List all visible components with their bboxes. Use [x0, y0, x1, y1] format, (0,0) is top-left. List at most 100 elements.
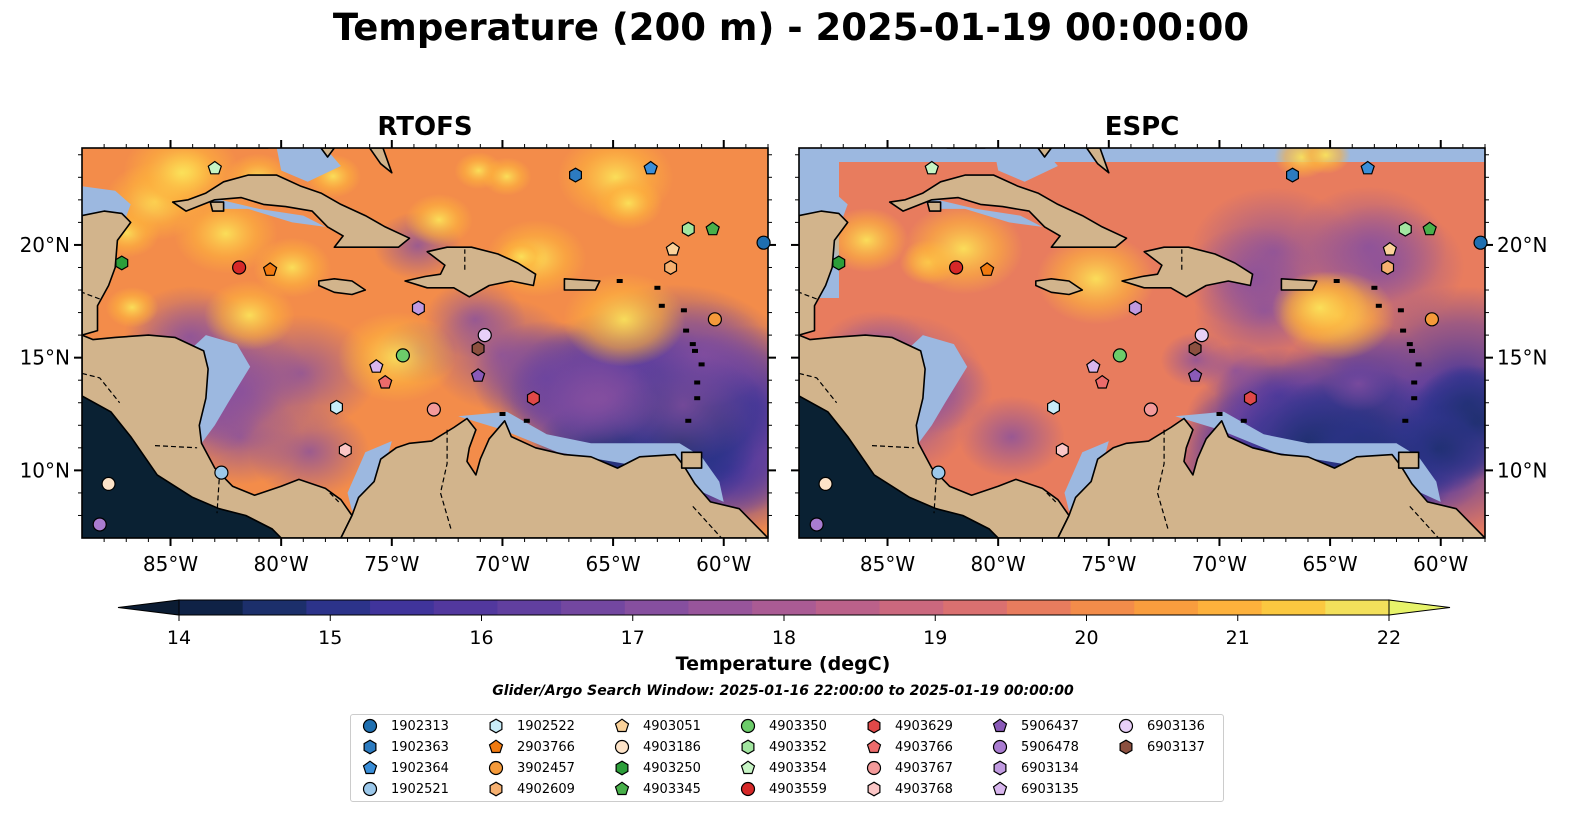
temperature-eddy: [904, 203, 1023, 295]
land-bahamas2: [368, 148, 393, 174]
legend-label: 6903136: [1147, 718, 1205, 734]
legend-marker: [993, 760, 1007, 776]
colorbar-swatch: [624, 600, 690, 615]
hexagon-icon: [489, 718, 503, 734]
pentagon-icon: [488, 739, 504, 754]
colorbar-swatch: [497, 600, 562, 615]
island: [680, 308, 687, 313]
float-marker-4902609: [664, 260, 678, 275]
land-puertoRico: [1280, 277, 1318, 291]
land-yucatan: [82, 210, 132, 336]
shelf-bahamasBank: [993, 148, 1058, 182]
float-marker-3902457: [1424, 312, 1439, 327]
float-marker-1902363: [568, 167, 583, 183]
float-marker-6903135: [1086, 359, 1101, 373]
colorbar-tick-label: 15: [318, 627, 342, 649]
lat-tick-label: 10°N: [1497, 458, 1547, 482]
country-border: [216, 479, 220, 514]
legend-marker: [867, 781, 881, 797]
island: [1333, 279, 1340, 283]
legend-item-4903766: 4903766: [863, 737, 953, 757]
map-panel-rtofs: 85°W 80°W 75°W 70°W 65°W 60°W 10°N 15°N 20°N: [20, 140, 776, 576]
map-frame: [81, 147, 769, 539]
legend-marker: [489, 781, 503, 797]
country-border: [933, 479, 937, 514]
colorbar-swatch: [1197, 600, 1263, 615]
float-marker-3902457: [707, 312, 722, 327]
circle-icon: [866, 760, 882, 776]
legend-label: 4903051: [643, 718, 701, 734]
land-trinidad: [680, 451, 703, 469]
colorbar-swatch: [306, 600, 371, 615]
lon-tick-label: 75°W: [364, 552, 419, 576]
lat-tick-label: 10°N: [20, 458, 70, 482]
float-marker-4903186: [101, 476, 116, 491]
land-isleYouth: [209, 201, 225, 212]
land-trinidad: [1397, 451, 1420, 469]
island: [654, 285, 661, 290]
legend-item-5906478: 5906478: [989, 737, 1079, 757]
temperature-eddy: [482, 157, 532, 196]
colorbar-over-arrow: [1388, 599, 1451, 616]
shelf-cubaSouth: [918, 195, 1043, 227]
lon-tick-label: 65°W: [1302, 552, 1357, 576]
island: [1397, 308, 1404, 313]
float-marker-4903250: [115, 255, 129, 271]
legend-label: 1902521: [391, 781, 449, 797]
legend-marker: [615, 760, 629, 776]
float-marker-6903137: [471, 341, 485, 357]
float-marker-6903136: [477, 328, 492, 343]
colorbar-swatch: [242, 600, 307, 615]
pentagon-icon: [614, 781, 630, 796]
land-yucatan: [799, 210, 849, 336]
lon-tick-label: 85°W: [143, 552, 198, 576]
country-border: [692, 505, 722, 538]
legend-label: 4903768: [895, 781, 953, 797]
island: [1371, 285, 1378, 290]
map-frame: [798, 147, 1486, 539]
legend-item-4903250: 4903250: [611, 758, 701, 778]
island: [1402, 418, 1409, 423]
pentagon-icon: [866, 739, 882, 754]
temperature-eddy: [105, 287, 159, 328]
legend-item-4903186: 4903186: [611, 737, 701, 757]
legend-item-4903345: 4903345: [611, 779, 701, 799]
lat-tick-label: 15°N: [1497, 346, 1547, 370]
legend-item-1902521: 1902521: [359, 779, 449, 799]
colorbar-swatch: [1070, 600, 1135, 615]
float-marker-4902609: [1381, 260, 1395, 275]
colorbar-swatch: [1261, 600, 1326, 615]
country-border: [329, 492, 340, 503]
land-centralAmerica: [82, 334, 353, 538]
legend-marker: [363, 739, 377, 755]
country-border: [439, 429, 453, 532]
circle-icon: [614, 739, 630, 755]
lon-tick-label: 80°W: [971, 552, 1026, 576]
legend-item-4903352: 4903352: [737, 737, 827, 757]
legend-marker: [1119, 739, 1133, 755]
float-marker-4903352: [681, 221, 695, 237]
island: [1411, 380, 1418, 385]
island: [1375, 303, 1382, 308]
float-marker-4903768: [338, 442, 352, 458]
island: [685, 418, 692, 423]
lon-tick-label: 80°W: [254, 552, 309, 576]
float-marker-2903766: [262, 262, 278, 276]
circle-icon: [992, 739, 1008, 755]
legend-marker: [992, 739, 1008, 755]
float-marker-1902364: [1360, 160, 1375, 175]
float-marker-4903350: [1112, 348, 1127, 363]
colorbar: 14 15 16 17 18 19 20 21 22: [117, 599, 1451, 649]
legend-item-1902363: 1902363: [359, 737, 449, 757]
legend-item-4903768: 4903768: [863, 779, 953, 799]
colorbar-swatch: [688, 600, 753, 615]
legend-marker: [992, 781, 1008, 796]
island: [523, 418, 530, 423]
hexagon-icon: [615, 760, 629, 776]
legend-label: 1902364: [391, 760, 449, 776]
legend-label: 4903186: [643, 739, 701, 755]
colorbar-tick-label: 19: [923, 627, 947, 649]
island: [698, 362, 705, 367]
shelf-bahamasBank: [276, 148, 341, 182]
